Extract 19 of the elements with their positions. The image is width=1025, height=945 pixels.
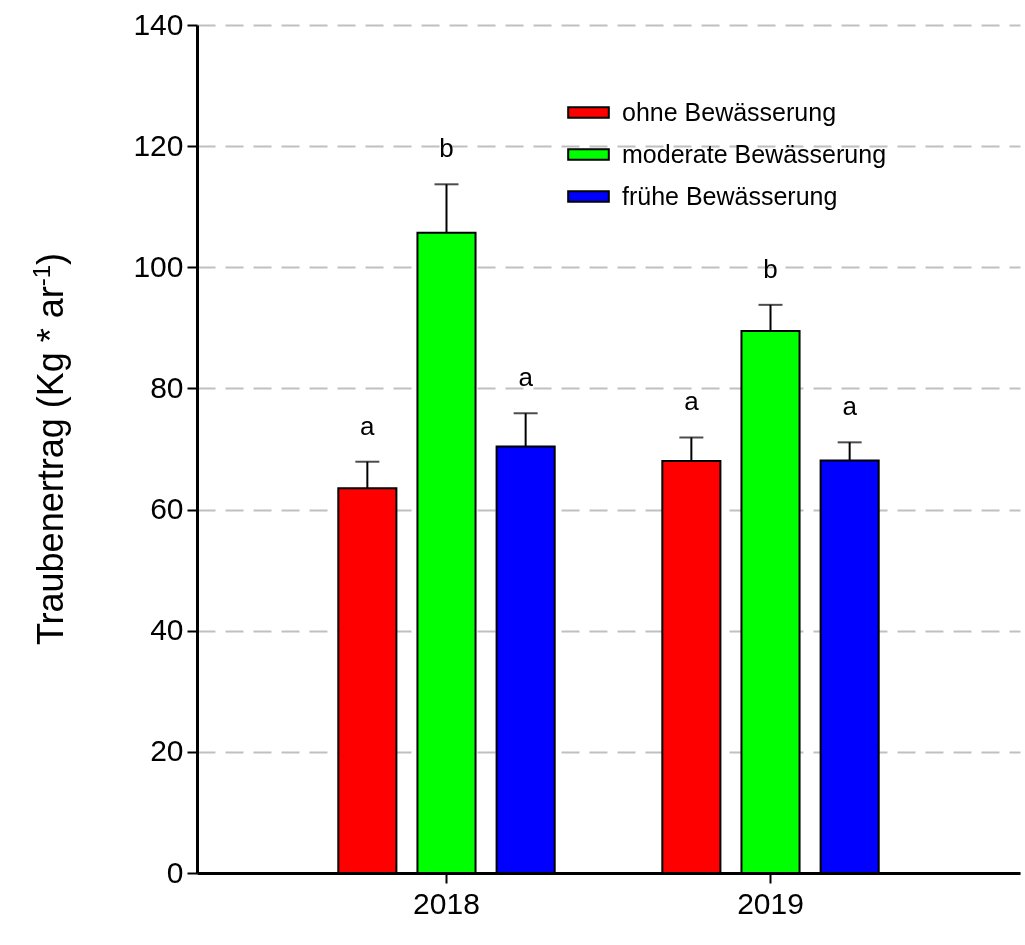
annotation: a — [360, 410, 376, 441]
y-tick-label: 80 — [150, 370, 184, 404]
annotation: a — [684, 386, 700, 417]
annotation: b — [763, 253, 778, 284]
y-tick-label: 0 — [166, 855, 184, 889]
x-tick-label: 2019 — [737, 886, 804, 920]
annotation: a — [518, 362, 534, 393]
legend-label: ohne Bewässerung — [622, 97, 837, 126]
y-tick-label: 140 — [133, 7, 184, 41]
legend-label: frühe Bewässerung — [622, 181, 838, 210]
y-tick-label: 100 — [133, 249, 184, 283]
annotation: b — [439, 133, 454, 164]
y-tick-label: 120 — [133, 128, 184, 162]
x-tick-label: 2018 — [413, 886, 480, 920]
y-tick-label: 20 — [150, 734, 184, 768]
legend-label: moderate Bewässerung — [622, 139, 887, 168]
y-tick-label: 60 — [150, 492, 184, 526]
annotation: a — [842, 391, 858, 422]
y-tick-label: 40 — [150, 613, 184, 647]
